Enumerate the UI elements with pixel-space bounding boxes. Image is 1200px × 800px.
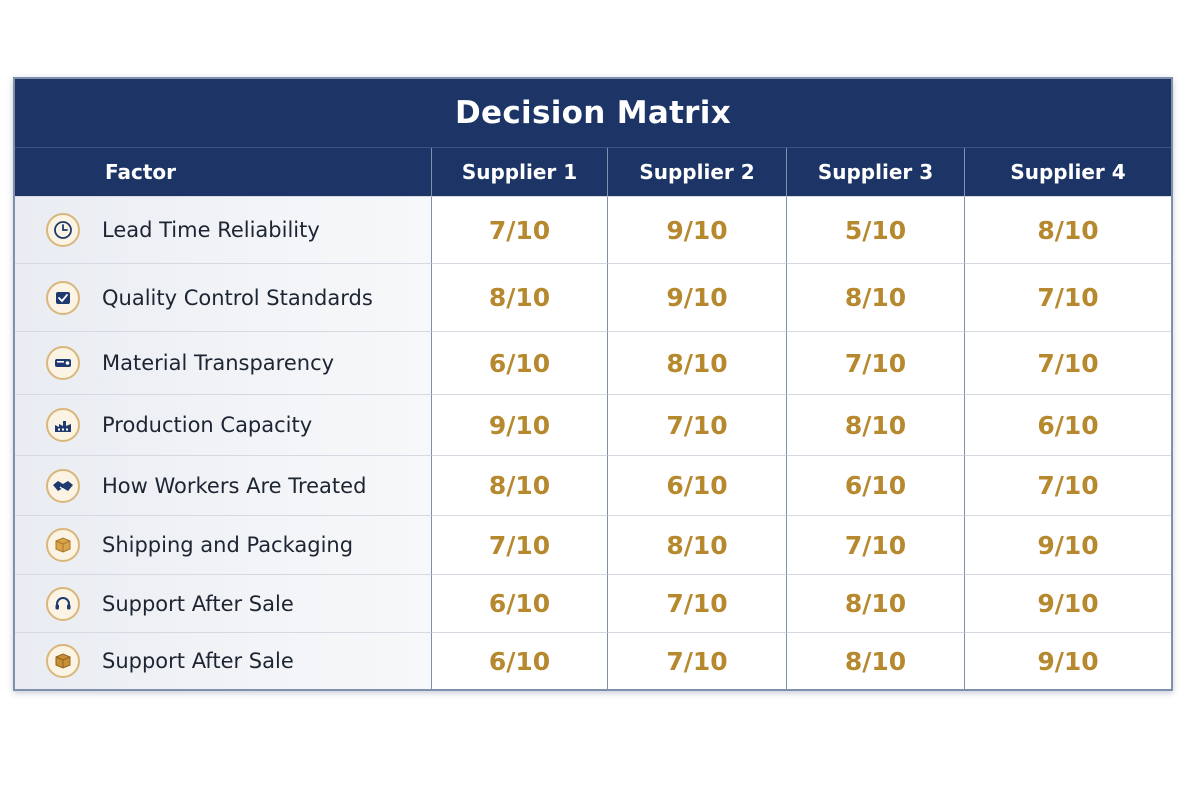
factor-cell: Quality Control Standards (15, 263, 431, 331)
factor-cell: Production Capacity (15, 394, 431, 455)
score-cell-supplier-3: 8/10 (786, 574, 964, 632)
score-cell-supplier-2: 9/10 (607, 196, 786, 263)
score-cell-supplier-4: 7/10 (964, 455, 1171, 515)
header-factor: Factor (15, 148, 431, 196)
header-supplier-3: Supplier 3 (786, 148, 964, 196)
score-cell-supplier-2: 6/10 (607, 455, 786, 515)
header-supplier-4: Supplier 4 (964, 148, 1171, 196)
package-icon (46, 528, 80, 562)
matrix-title: Decision Matrix (15, 79, 1171, 148)
score-cell-supplier-1: 6/10 (431, 331, 607, 394)
score-cell-supplier-3: 7/10 (786, 515, 964, 574)
factor-cell: Shipping and Packaging (15, 515, 431, 574)
score-cell-supplier-2: 7/10 (607, 394, 786, 455)
factor-cell: How Workers Are Treated (15, 455, 431, 515)
matrix-grid: Factor Supplier 1 Supplier 2 Supplier 3 … (15, 148, 1171, 689)
score-cell-supplier-2: 7/10 (607, 574, 786, 632)
score-cell-supplier-2: 9/10 (607, 263, 786, 331)
score-cell-supplier-4: 7/10 (964, 263, 1171, 331)
headset-icon (46, 586, 80, 621)
factor-label: Support After Sale (102, 591, 294, 616)
factor-label: Material Transparency (102, 351, 335, 375)
factor-label: Shipping and Packaging (102, 533, 354, 557)
score-cell-supplier-4: 9/10 (964, 515, 1171, 574)
box-icon (46, 644, 80, 678)
score-cell-supplier-1: 9/10 (431, 394, 607, 455)
factory-icon (46, 408, 80, 442)
score-cell-supplier-4: 8/10 (964, 196, 1171, 263)
factor-label: Quality Control Standards (102, 285, 373, 310)
score-cell-supplier-4: 6/10 (964, 394, 1171, 455)
decision-matrix: Decision Matrix Factor Supplier 1 Suppli… (13, 77, 1173, 691)
score-cell-supplier-2: 7/10 (607, 632, 786, 689)
score-cell-supplier-3: 8/10 (786, 263, 964, 331)
score-cell-supplier-1: 8/10 (431, 455, 607, 515)
score-cell-supplier-1: 7/10 (431, 515, 607, 574)
factor-cell: Support After Sale (15, 574, 431, 632)
factor-label: Lead Time Reliability (102, 218, 320, 242)
score-cell-supplier-3: 7/10 (786, 331, 964, 394)
factor-cell: Support After Sale (15, 632, 431, 689)
score-cell-supplier-3: 5/10 (786, 196, 964, 263)
score-cell-supplier-3: 6/10 (786, 455, 964, 515)
factor-cell: Lead Time Reliability (15, 196, 431, 263)
material-tag-icon (46, 346, 80, 380)
checkbox-icon (46, 280, 80, 315)
clock-icon (46, 213, 80, 247)
score-cell-supplier-1: 7/10 (431, 196, 607, 263)
score-cell-supplier-4: 9/10 (964, 632, 1171, 689)
factor-label: Support After Sale (102, 649, 294, 673)
score-cell-supplier-2: 8/10 (607, 331, 786, 394)
header-supplier-1: Supplier 1 (431, 148, 607, 196)
factor-label: Production Capacity (102, 413, 313, 437)
factor-label: How Workers Are Treated (102, 473, 367, 498)
handshake-icon (46, 468, 80, 503)
score-cell-supplier-1: 6/10 (431, 632, 607, 689)
factor-cell: Material Transparency (15, 331, 431, 394)
score-cell-supplier-4: 9/10 (964, 574, 1171, 632)
score-cell-supplier-1: 8/10 (431, 263, 607, 331)
header-supplier-2: Supplier 2 (607, 148, 786, 196)
score-cell-supplier-3: 8/10 (786, 632, 964, 689)
score-cell-supplier-3: 8/10 (786, 394, 964, 455)
score-cell-supplier-1: 6/10 (431, 574, 607, 632)
score-cell-supplier-2: 8/10 (607, 515, 786, 574)
score-cell-supplier-4: 7/10 (964, 331, 1171, 394)
